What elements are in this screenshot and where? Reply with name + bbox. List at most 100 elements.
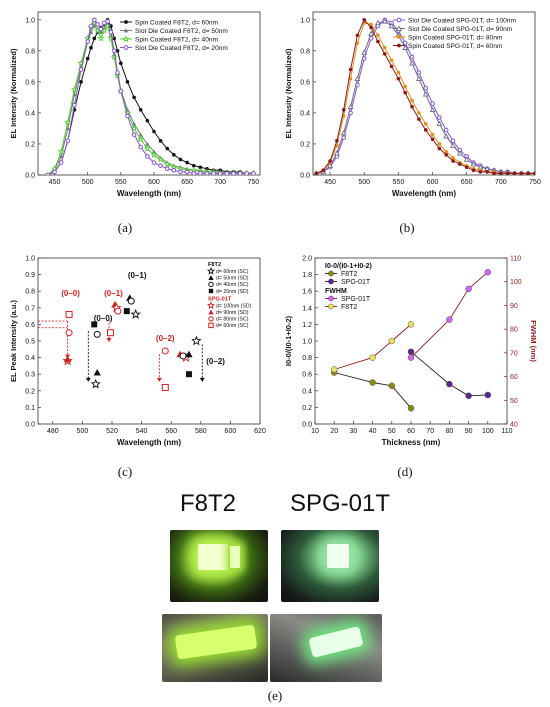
data-point: [410, 98, 414, 103]
data-point: [98, 26, 104, 32]
y-tick-label: 0.6: [25, 322, 35, 329]
data-point: [314, 171, 319, 175]
data-point: [410, 104, 414, 109]
legend-label: d= 20nm (SD): [216, 289, 249, 295]
data-point: [158, 163, 163, 168]
series-3: [314, 17, 535, 175]
data-point: [458, 162, 462, 166]
data-point: [105, 19, 110, 24]
y-tick-label: 1.6: [302, 289, 312, 296]
data-point: [403, 90, 408, 95]
y-tick-label: 1.0: [25, 256, 35, 263]
photo-f8t2-bent: [162, 614, 268, 682]
data-point: [107, 329, 115, 337]
caption-a: (a): [117, 220, 133, 235]
y-tick-label: 2.0: [302, 256, 312, 263]
legend-group-title: FWHM: [325, 288, 347, 295]
data-point: [369, 379, 376, 386]
data-point: [172, 153, 176, 157]
data-point: [89, 45, 93, 50]
data-point: [402, 40, 408, 46]
data-point: [369, 22, 373, 27]
data-point: [409, 54, 415, 60]
y-tick-label: 0.8: [25, 289, 35, 296]
x-tick-label: 50: [388, 428, 396, 435]
pixel-block: [230, 546, 240, 568]
data-point: [95, 22, 100, 27]
y2-axis-label: FWHM (nm): [529, 320, 538, 362]
data-point: [145, 118, 150, 123]
x-tick-label: 560: [165, 428, 177, 435]
data-point: [111, 48, 117, 54]
data-point: [376, 33, 380, 38]
legend-label: d= 60nm (SC): [216, 323, 249, 329]
data-point: [164, 166, 170, 172]
x-tick-label: 110: [501, 428, 512, 435]
x-axis-label: Wavelength (nm): [117, 438, 181, 447]
data-point: [118, 88, 124, 94]
y-tick-label: 0.2: [302, 405, 312, 412]
photo-title-spg01t: SPG-01T: [290, 490, 391, 517]
x-tick-label: 650: [461, 179, 473, 186]
arrow-head: [85, 377, 91, 382]
y-tick-label: 0.2: [25, 388, 35, 395]
x-axis-label: Wavelength (nm): [392, 189, 456, 198]
data-point: [369, 354, 376, 361]
data-point: [132, 95, 136, 100]
y-tick-label: 0.4: [302, 388, 312, 395]
y-tick-label: 0.6: [25, 79, 35, 86]
y-tick-label: 0.0: [25, 422, 35, 429]
data-point: [145, 141, 150, 146]
data-point: [382, 45, 387, 50]
x-tick-label: 90: [465, 428, 473, 435]
data-point: [533, 171, 535, 175]
y-tick-label: 1.4: [302, 305, 312, 312]
data-point: [137, 135, 145, 143]
data-point: [335, 139, 339, 143]
data-point: [204, 171, 210, 175]
data-point: [437, 146, 442, 151]
data-point: [389, 64, 394, 69]
data-point: [416, 70, 422, 75]
data-point: [57, 147, 65, 155]
data-point: [499, 171, 503, 175]
data-point: [389, 58, 394, 62]
legend-group-title: I0-0/(I0-1+I0-2): [325, 263, 372, 270]
legend-label: Spin Coated F8T2, d= 60nm: [135, 19, 219, 26]
legend-marker: [208, 275, 214, 280]
data-point: [115, 70, 120, 75]
y-tick-label: 0.0: [300, 173, 310, 180]
data-point: [88, 23, 94, 29]
data-point: [321, 168, 326, 173]
legend-label: F8T2: [341, 304, 357, 311]
peak-annotation: (0–2): [156, 334, 175, 343]
legend-marker: [208, 288, 214, 294]
data-point: [85, 56, 90, 61]
peak-annotation: (0–1): [128, 271, 147, 280]
legend-label: d= 50nm (SD): [216, 276, 249, 282]
data-point: [402, 44, 409, 50]
data-point: [471, 168, 476, 173]
x-tick-label: 20: [330, 428, 338, 435]
caption-e: (e): [267, 688, 283, 703]
y-tick-label: 0.5: [25, 339, 35, 346]
data-point: [436, 120, 443, 127]
data-point: [91, 321, 98, 328]
y-tick-label: 1.8: [302, 272, 312, 279]
data-point: [381, 18, 388, 24]
data-point: [130, 124, 138, 132]
x-tick-label: 600: [427, 179, 439, 186]
y-axis-label: EL Intensity (Normalized): [9, 48, 18, 138]
data-point: [417, 117, 421, 121]
data-point: [108, 29, 114, 35]
data-point: [191, 335, 202, 346]
legend-marker: [208, 309, 214, 315]
data-point: [151, 160, 157, 165]
data-point: [333, 150, 340, 156]
data-point: [369, 25, 373, 30]
x-tick-label: 700: [214, 179, 226, 186]
y-axis-label: EL Peak Intensity (a.u.): [9, 300, 18, 382]
data-point: [138, 132, 143, 137]
legend-label: d= 40nm (SC): [216, 282, 249, 288]
data-point: [354, 75, 361, 82]
